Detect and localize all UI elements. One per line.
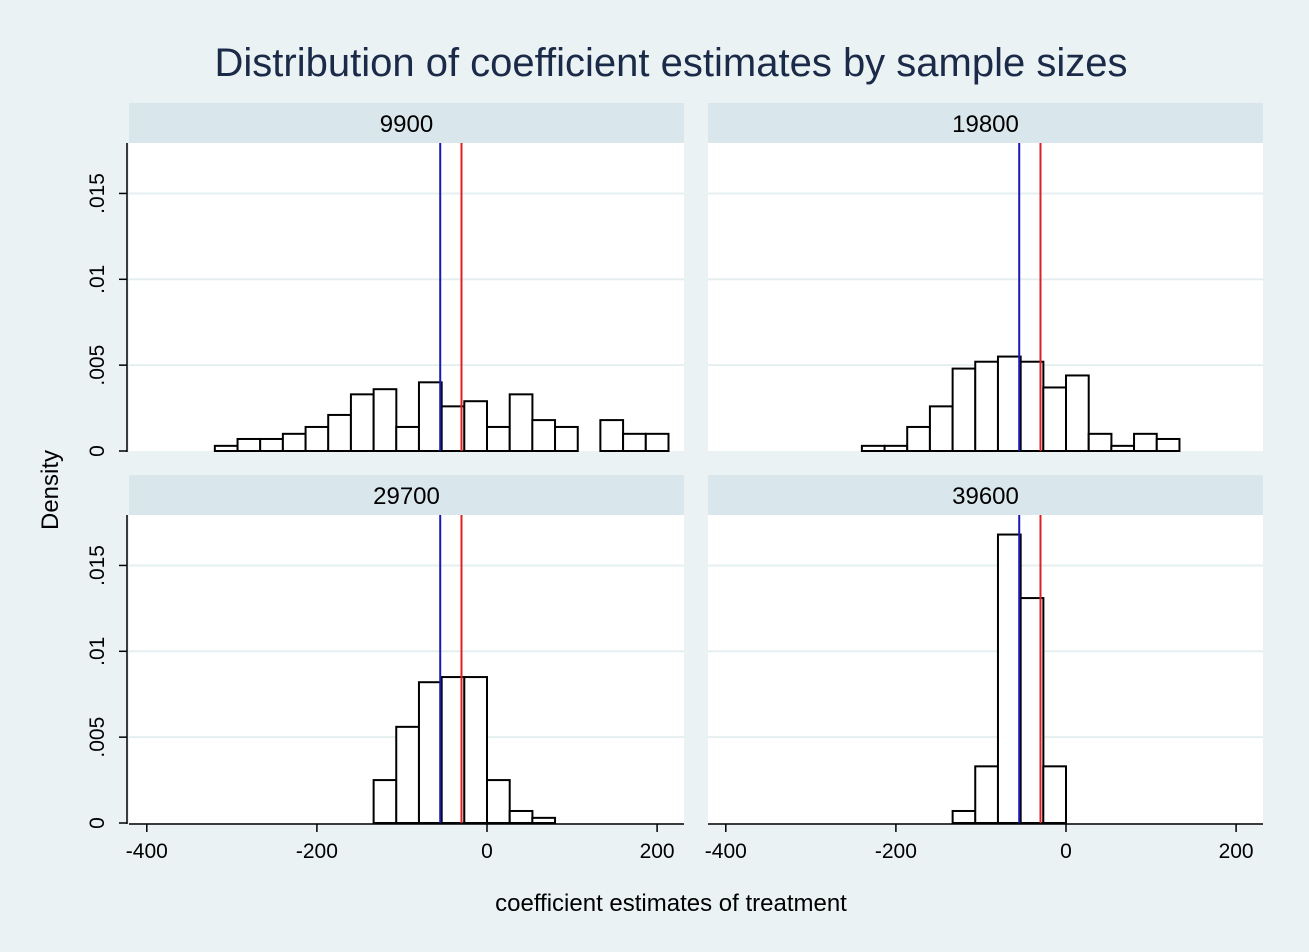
panels: 9900 19800 29700 -400 -200 0 200 39600 -400 -200 0… [126,103,1263,863]
histogram-bar [1110,444,1136,452]
panel-9900: 9900 [129,103,684,453]
histogram-bar [486,425,511,453]
x-tick-label: -200 [296,840,338,863]
panel-29700: 29700 -400 -200 0 200 [126,475,684,863]
panel-39600: 39600 -400 -200 0 200 [705,475,1263,863]
histogram-bar [508,809,534,825]
histogram-bar [281,432,307,452]
histogram-bar [327,413,352,452]
x-tick-label: 0 [481,840,493,863]
histogram-bar [349,393,375,452]
x-axis-label: coefficient estimates of treatment [495,890,847,917]
y-tick-label: .005 [86,717,109,758]
facet-label: 29700 [373,483,440,510]
facet-label: 39600 [952,483,1019,510]
y-axis-label: Density [37,450,64,530]
y-tick-label: 0 [86,445,109,457]
histogram-bar [996,355,1022,452]
y-tick-label: .015 [86,173,109,214]
histogram-bar [213,444,239,452]
histogram-bar [372,779,398,825]
histogram-bar [974,765,999,824]
x-tick-label: -200 [875,840,917,863]
histogram-bar [951,809,977,825]
y-tick-label: 0 [86,817,109,829]
histogram-bar [236,437,262,452]
y-tick-label: .015 [86,545,109,586]
histogram-bar [1133,432,1158,452]
chart-title: Distribution of coefficient estimates by… [215,41,1128,85]
histogram-bar [1065,374,1090,452]
histogram-bar [644,432,670,452]
histogram-bar [531,816,557,824]
x-tick-label: 200 [640,840,675,863]
facet-label: 19800 [952,111,1019,138]
facet-strip [129,475,684,515]
x-tick-label: 200 [1219,840,1254,863]
histogram-bar [395,425,420,453]
x-tick-label: -400 [705,840,747,863]
y-axes: 0 .005 .01 .015 0 .005 .01 .015 [86,143,128,829]
histogram-bar [486,779,511,825]
histogram-bar [906,425,931,453]
x-tick-label: -400 [126,840,168,863]
histogram-bar [259,437,284,452]
facet-label: 9900 [380,111,433,138]
x-tick-label: 0 [1060,840,1072,863]
histogram-bar [417,681,443,824]
y-tick-label: .01 [86,265,109,294]
histogram-bar [1087,432,1113,452]
histogram-bar [1042,765,1067,824]
facet-strip [129,103,684,143]
histogram-bar [463,676,489,824]
y-tick-label: .005 [86,345,109,386]
histogram-bar [463,400,489,452]
histogram-bar [508,393,534,452]
y-tick-label: .01 [86,637,109,666]
histogram-bar [599,419,625,452]
histogram-bar [531,419,557,452]
histogram-bar [996,533,1022,824]
histogram-bar [417,381,443,453]
histogram-bar [1019,597,1045,824]
histogram-bar [928,405,954,452]
histogram-bar [622,432,647,452]
histogram-bar [860,444,886,452]
histogram-bar [1042,386,1067,453]
histogram-bar [883,444,909,452]
plot-area [129,143,684,451]
histogram-bar [372,388,398,452]
facet-strip [708,103,1263,143]
histogram-bar [395,725,420,825]
histogram-bar [304,425,330,453]
histogram-bar [951,367,977,453]
facet-strip [708,475,1263,515]
histogram-bar [974,360,999,452]
histogram-bar [554,425,579,453]
histogram-bar [1155,437,1181,452]
panel-19800: 19800 [708,103,1263,453]
